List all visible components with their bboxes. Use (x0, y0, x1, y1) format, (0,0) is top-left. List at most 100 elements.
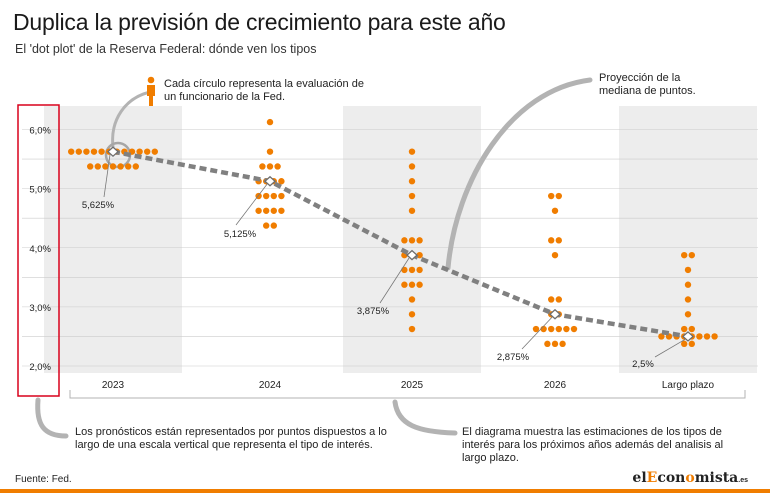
projection-dot (98, 148, 105, 155)
projection-dot (408, 163, 416, 170)
projection-dot (551, 340, 559, 348)
y-tick-label: 6,0% (29, 126, 51, 137)
projection-dot (408, 178, 416, 185)
projection-dot (270, 192, 277, 200)
source-note: Fuente: Fed. (15, 474, 72, 485)
projection-dot (703, 333, 711, 340)
median-value-label: 3,875% (357, 306, 390, 317)
median-marker (264, 175, 276, 187)
median-leader (103, 154, 111, 198)
projection-dot (259, 163, 266, 170)
projection-dot (90, 148, 98, 155)
projection-dot (408, 237, 416, 244)
projection-dot (684, 311, 692, 318)
projection-dot (144, 148, 151, 155)
projection-dot (408, 325, 416, 333)
projection-dot (83, 148, 90, 155)
projection-dot (270, 222, 277, 229)
projection-dot (266, 118, 274, 126)
projection-dot (408, 207, 416, 214)
y-tick-label: 3,0% (29, 303, 51, 314)
projection-dot (681, 325, 688, 333)
projection-dot (263, 222, 270, 229)
projection-dot (563, 325, 570, 333)
projection-dot (681, 340, 688, 348)
x-tick-label: 2023 (102, 380, 125, 391)
projection-dot (263, 192, 270, 200)
projection-dot (658, 333, 665, 340)
projection-dot (544, 340, 551, 348)
projection-dot (266, 163, 274, 170)
projection-dot (548, 325, 555, 333)
projection-dot (555, 325, 562, 333)
y-tick-label: 2,0% (29, 362, 51, 373)
x-tick-label: 2024 (259, 380, 282, 391)
median-leader (379, 257, 410, 304)
years-note: El diagrama muestra las estimaciones de … (462, 426, 724, 464)
projection-dot (688, 325, 695, 333)
median-value-label: 2,875% (497, 352, 530, 363)
projection-dot (263, 207, 270, 214)
x-tick-label: 2026 (544, 380, 567, 391)
projection-dot (416, 237, 423, 244)
projection-dot (408, 311, 416, 318)
projection-dot (109, 163, 117, 170)
axis-callout (35, 397, 69, 439)
projection-dot (532, 325, 540, 333)
circle-callout (111, 90, 152, 149)
projection-dot (681, 251, 688, 259)
projection-dot (688, 340, 695, 348)
median-note: Proyección de la mediana de puntos. (599, 72, 696, 97)
projection-dot (75, 148, 83, 155)
projection-dot (278, 178, 285, 185)
projection-dot (136, 148, 143, 155)
projection-dot (270, 207, 277, 214)
projection-dot (548, 192, 555, 200)
axis-frame (17, 104, 60, 397)
projection-dot (117, 163, 124, 170)
projection-dot (684, 281, 692, 288)
median-callout (445, 77, 593, 271)
years-callout (392, 399, 458, 436)
projection-dot (408, 148, 416, 155)
projection-dot (570, 325, 578, 333)
y-tick-label: 4,0% (29, 244, 51, 255)
projection-dot (278, 207, 285, 214)
median-marker (107, 146, 119, 158)
median-marker (549, 308, 561, 320)
projection-dot (548, 237, 555, 244)
projection-dot (408, 296, 416, 303)
circle-note: Cada círculo representa la evaluación de… (164, 78, 364, 103)
projection-dot (68, 148, 75, 155)
projection-dot (401, 266, 408, 274)
projection-dot (551, 251, 559, 259)
person-icon (147, 76, 155, 106)
projection-dot (559, 340, 566, 348)
projection-dot (87, 163, 94, 170)
median-value-label: 5,125% (224, 229, 257, 240)
median-leader (521, 316, 553, 350)
bottom-bracket (69, 390, 746, 399)
projection-dot (408, 192, 416, 200)
brand-logo: elEconomista.es (632, 470, 748, 486)
projection-dot (688, 251, 695, 259)
x-tick-label: 2025 (401, 380, 424, 391)
x-tick-label: Largo plazo (662, 380, 715, 391)
projection-dot (684, 296, 692, 303)
page-title: Duplica la previsión de crecimiento para… (13, 9, 506, 35)
projection-dot (416, 281, 423, 288)
projection-dot (266, 148, 274, 155)
projection-dot (711, 333, 718, 340)
projection-dot (102, 163, 109, 170)
page-subtitle: El 'dot plot' de la Reserva Federal: dón… (15, 42, 317, 56)
median-value-label: 5,625% (82, 200, 115, 211)
projection-dot (401, 281, 408, 288)
projection-dot (151, 148, 158, 155)
projection-dot (278, 192, 285, 200)
projection-dot (684, 266, 692, 274)
projection-dot (408, 266, 416, 274)
median-value-label: 2,5% (632, 359, 654, 370)
y-tick-label: 5,0% (29, 185, 51, 196)
projection-dot (408, 281, 416, 288)
